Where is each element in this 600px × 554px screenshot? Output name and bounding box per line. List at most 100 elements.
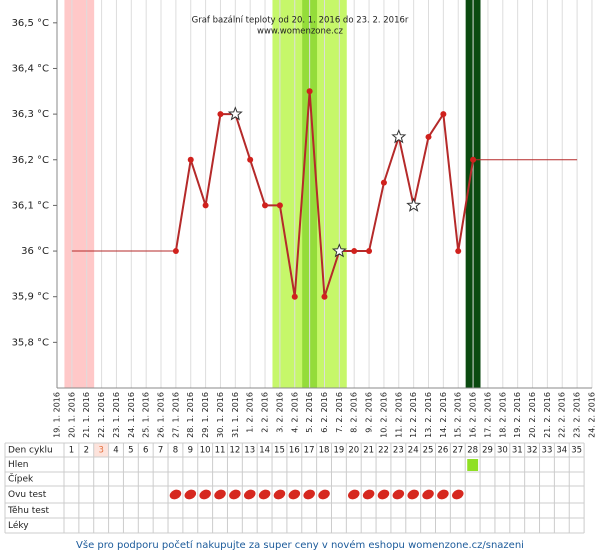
- x-tick-label: 12. 2. 2016: [409, 392, 418, 438]
- x-tick-label: 2. 2. 2016: [261, 392, 270, 433]
- x-tick-label: 23. 2. 2016: [573, 392, 582, 438]
- ovu-test-icon: [437, 489, 449, 500]
- cycle-day: 23: [393, 446, 404, 456]
- row-label: Den cyklu: [8, 446, 53, 456]
- x-tick-label: 8. 2. 2016: [350, 392, 359, 433]
- point: [202, 202, 209, 209]
- y-tick-label: 36,4 °C: [12, 63, 49, 74]
- y-tick-label: 36,2 °C: [12, 155, 49, 166]
- ovu-test-icon: [184, 489, 197, 500]
- point: [306, 88, 313, 95]
- x-tick-label: 27. 1. 2016: [171, 392, 180, 438]
- x-tick-label: 20. 2. 2016: [528, 392, 537, 438]
- ovu-test-icon: [243, 489, 256, 500]
- y-tick-label: 35,9 °C: [12, 292, 49, 303]
- point: [217, 111, 224, 118]
- star-marker: [331, 243, 347, 258]
- point: [455, 248, 462, 255]
- x-tick-label: 22. 2. 2016: [558, 392, 567, 438]
- x-tick-label: 6. 2. 2016: [320, 392, 329, 433]
- ovu-test-icon: [214, 489, 226, 500]
- cycle-day: 27: [452, 446, 463, 456]
- cycle-day: 15: [274, 446, 285, 456]
- cycle-day: 24: [408, 446, 419, 456]
- row-label: Čípek: [8, 473, 34, 485]
- cycle-day: 22: [378, 446, 389, 456]
- ovu-test-icon: [377, 489, 390, 500]
- phase-band: [64, 0, 95, 388]
- chart-title: Graf bazální teploty od 20. 1. 2016 do 2…: [192, 16, 409, 26]
- ovu-test-icon: [199, 489, 211, 500]
- x-tick-label: 14. 2. 2016: [439, 392, 448, 438]
- cycle-day: 19: [333, 446, 344, 456]
- x-tick-label: 15. 2. 2016: [454, 392, 463, 438]
- x-tick-label: 1. 2. 2016: [246, 392, 255, 433]
- point: [247, 156, 254, 163]
- row-label: Těhu test: [7, 506, 50, 516]
- cycle-day: 17: [304, 446, 315, 456]
- chart-subtitle: www.womenzone.cz: [257, 27, 343, 37]
- cycle-day: 32: [527, 446, 538, 456]
- x-tick-label: 3. 2. 2016: [275, 392, 284, 433]
- point: [380, 179, 387, 186]
- point: [366, 248, 373, 255]
- cycle-day: 13: [244, 446, 255, 456]
- cycle-day: 1: [69, 446, 74, 456]
- ovu-test-icon: [288, 489, 301, 500]
- cycle-day: 31: [512, 446, 523, 456]
- highlight-cell: [93, 443, 109, 457]
- x-tick-label: 20. 1. 2016: [67, 392, 76, 438]
- cycle-day: 2: [84, 446, 89, 456]
- ovu-test-icon: [169, 489, 182, 500]
- ovu-test-icon: [362, 489, 375, 500]
- x-tick-label: 9. 2. 2016: [365, 392, 374, 433]
- x-tick-label: 21. 1. 2016: [82, 392, 91, 438]
- point: [470, 156, 477, 163]
- ovu-test-icon: [273, 489, 286, 500]
- cycle-day: 29: [482, 446, 493, 456]
- x-tick-label: 28. 1. 2016: [186, 392, 195, 438]
- x-tick-label: 22. 1. 2016: [97, 392, 106, 438]
- cycle-day: 18: [319, 446, 330, 456]
- ovu-test-icon: [422, 489, 434, 500]
- x-tick-label: 19. 1. 2016: [53, 392, 62, 438]
- x-tick-label: 18. 2. 2016: [498, 392, 507, 438]
- ovu-test-icon: [318, 489, 330, 500]
- ovu-test-icon: [407, 489, 419, 500]
- cycle-day: 20: [348, 446, 359, 456]
- cycle-day: 35: [571, 446, 582, 456]
- y-tick-label: 36,5 °C: [12, 18, 49, 29]
- x-tick-label: 21. 2. 2016: [543, 392, 552, 438]
- y-tick-label: 36 °C: [21, 246, 49, 257]
- x-tick-label: 30. 1. 2016: [216, 392, 225, 438]
- ovu-test-icon: [452, 489, 464, 500]
- point: [440, 111, 447, 118]
- star-marker: [227, 106, 243, 121]
- x-tick-label: 13. 2. 2016: [424, 392, 433, 438]
- cycle-day: 5: [128, 446, 133, 456]
- cycle-day: 28: [467, 446, 478, 456]
- cycle-day: 33: [542, 446, 553, 456]
- cycle-day: 25: [423, 446, 434, 456]
- point: [291, 293, 298, 300]
- x-tick-label: 24. 2. 2016: [587, 392, 596, 438]
- star-marker: [391, 129, 407, 144]
- ovu-test-icon: [229, 489, 241, 500]
- point: [276, 202, 283, 209]
- cycle-day: 6: [143, 446, 148, 456]
- cycle-day: 10: [200, 446, 211, 456]
- footer-link[interactable]: Vše pro podporu početí nakupujte za supe…: [76, 539, 524, 551]
- point: [321, 293, 328, 300]
- ovu-test-icon: [348, 489, 360, 500]
- x-tick-label: 4. 2. 2016: [290, 392, 299, 433]
- ovu-test-icon: [392, 489, 405, 500]
- x-tick-label: 7. 2. 2016: [335, 392, 344, 433]
- cycle-day: 11: [215, 446, 226, 456]
- x-tick-label: 25. 1. 2016: [142, 392, 151, 438]
- point: [351, 248, 358, 255]
- cycle-day: 34: [556, 446, 567, 456]
- cycle-day: 4: [113, 446, 118, 456]
- cycle-day: 12: [229, 446, 240, 456]
- x-tick-label: 5. 2. 2016: [305, 392, 314, 433]
